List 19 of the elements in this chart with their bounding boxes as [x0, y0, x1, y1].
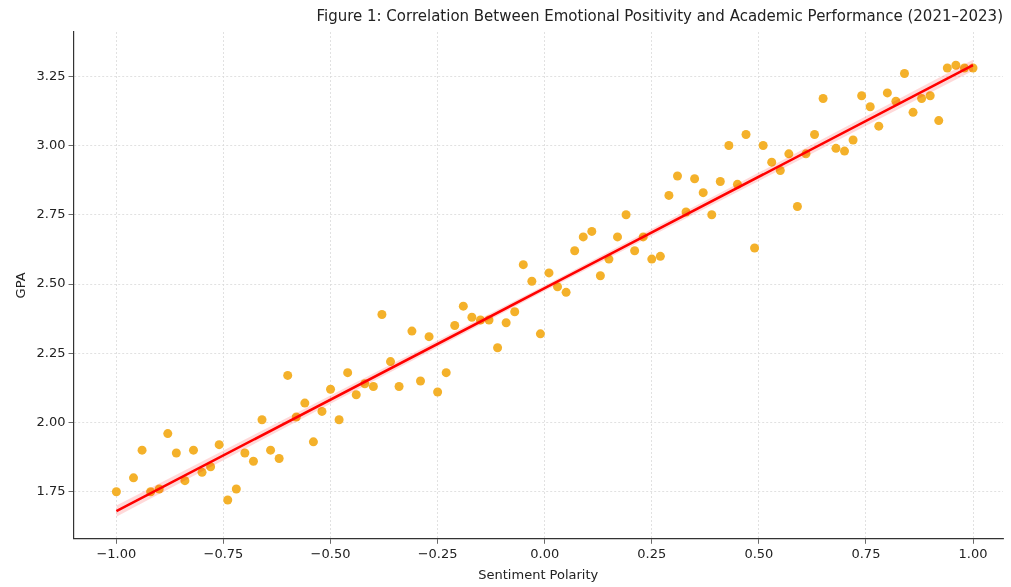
y-tick-label: 3.25	[36, 67, 66, 83]
y-axis-title: GPA	[13, 272, 29, 299]
y-tick-label: 3.00	[36, 136, 66, 152]
x-tick-label: −0.75	[203, 545, 244, 561]
y-tick-label: 2.25	[36, 344, 66, 360]
x-tick-label: −1.00	[96, 545, 137, 561]
x-tick-label: −0.25	[417, 545, 458, 561]
y-tick-label: 2.50	[36, 275, 66, 291]
x-tick-label: 0.75	[851, 545, 881, 561]
x-tick-label: 0.25	[637, 545, 667, 561]
x-tick-label: −0.50	[310, 545, 351, 561]
y-tick-label: 1.75	[36, 483, 66, 499]
chart-title: Figure 1: Correlation Between Emotional Positivity and Academic Performance (2021–2023)	[316, 6, 1003, 25]
x-tick-label: 0.50	[744, 545, 774, 561]
y-tick-label: 2.00	[36, 413, 66, 429]
x-tick-label: 0.00	[530, 545, 560, 561]
x-axis-title: Sentiment Polarity	[478, 566, 599, 582]
y-tick-label: 2.75	[36, 206, 66, 222]
x-tick-label: 1.00	[958, 545, 988, 561]
